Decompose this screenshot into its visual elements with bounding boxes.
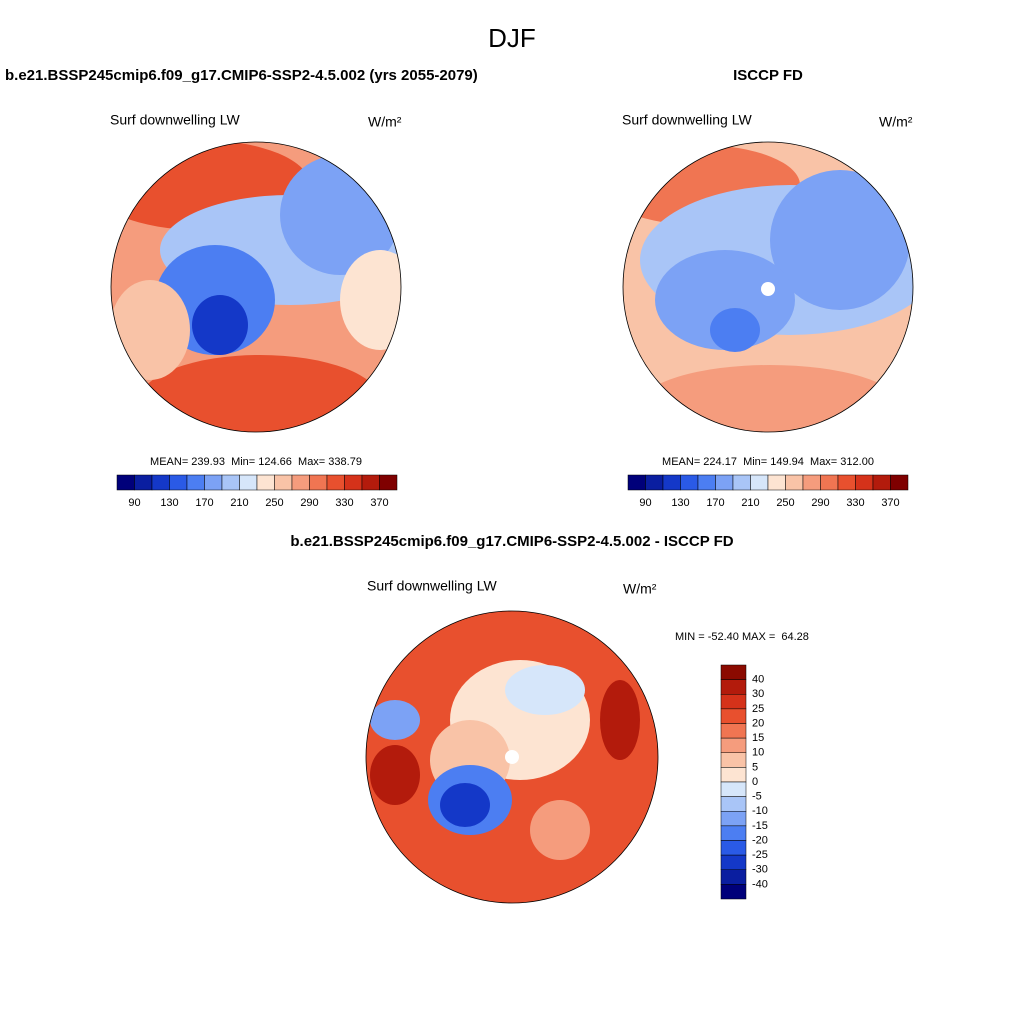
colorbar-box: [720, 664, 747, 680]
colorbar-label: 370: [881, 497, 899, 509]
colorbar-box: [720, 694, 747, 710]
variable-label: Surf downwelling LW: [367, 578, 497, 594]
map: [366, 611, 658, 903]
colorbar-box: [134, 474, 153, 491]
panel-title: ISCCP FD: [733, 67, 803, 84]
panel-title: b.e21.BSSP245cmip6.f09_g17.CMIP6-SSP2-4.…: [5, 67, 478, 84]
units-label: W/m²: [879, 114, 913, 130]
colorbar-box: [169, 474, 188, 491]
colorbar-label: -25: [752, 849, 768, 861]
map: [111, 142, 401, 432]
colorbar-label: -40: [752, 878, 768, 890]
colorbar-label: 290: [300, 497, 318, 509]
colorbar-box: [720, 737, 747, 753]
colorbar-label: -10: [752, 805, 768, 817]
colorbar-box: [890, 474, 909, 491]
colorbar-box: [750, 474, 769, 491]
colorbar-box: [720, 869, 747, 885]
colorbar-box: [715, 474, 734, 491]
stats: MEAN= 239.93 Min= 124.66 Max= 338.79: [150, 456, 362, 468]
colorbar-box: [662, 474, 681, 491]
colorbar-label: 90: [128, 497, 140, 509]
colorbar-label: -20: [752, 834, 768, 846]
colorbar-box: [820, 474, 839, 491]
map-border: [622, 141, 914, 433]
colorbar-label: -30: [752, 864, 768, 876]
units-label: W/m²: [623, 581, 657, 597]
colorbar-box: [291, 474, 310, 491]
colorbar-label: -15: [752, 820, 768, 832]
colorbar-box: [344, 474, 363, 491]
colorbar-box: [627, 474, 646, 491]
units-label: W/m²: [368, 114, 402, 130]
colorbar-box: [720, 825, 747, 841]
colorbar-label: 0: [752, 776, 758, 788]
colorbar-box: [802, 474, 821, 491]
stats: MEAN= 224.17 Min= 149.94 Max= 312.00: [662, 456, 874, 468]
colorbar-label: 250: [265, 497, 283, 509]
colorbar-box: [274, 474, 293, 491]
colorbar-label: 30: [752, 688, 764, 700]
colorbar-label: 290: [811, 497, 829, 509]
colorbar-box: [326, 474, 345, 491]
colorbar-label: 250: [776, 497, 794, 509]
colorbar-box: [720, 752, 747, 768]
colorbar-label: -5: [752, 791, 762, 803]
colorbar-box: [872, 474, 891, 491]
colorbar-box: [720, 840, 747, 856]
colorbar-box: [720, 767, 747, 783]
map: [623, 142, 913, 432]
panel-title: b.e21.BSSP245cmip6.f09_g17.CMIP6-SSP2-4.…: [290, 533, 733, 550]
colorbar-label: 210: [230, 497, 248, 509]
colorbar-box: [720, 781, 747, 797]
colorbar-label: 210: [741, 497, 759, 509]
variable-label: Surf downwelling LW: [110, 112, 240, 128]
colorbar-box: [785, 474, 804, 491]
variable-label: Surf downwelling LW: [622, 112, 752, 128]
colorbar-box: [186, 474, 205, 491]
colorbar-label: 130: [160, 497, 178, 509]
colorbar-label: 40: [752, 674, 764, 686]
colorbar-label: 370: [370, 497, 388, 509]
colorbar-box: [720, 679, 747, 695]
colorbar-label: 170: [195, 497, 213, 509]
colorbar-label: 10: [752, 747, 764, 759]
colorbar-box: [855, 474, 874, 491]
colorbar-box: [680, 474, 699, 491]
colorbar-box: [720, 796, 747, 812]
colorbar-box: [221, 474, 240, 491]
colorbar-label: 20: [752, 717, 764, 729]
colorbar-box: [697, 474, 716, 491]
map-border: [365, 610, 659, 904]
colorbar-label: 330: [846, 497, 864, 509]
colorbar-box: [645, 474, 664, 491]
colorbar-box: [720, 811, 747, 827]
colorbar-box: [732, 474, 751, 491]
map-border: [110, 141, 402, 433]
colorbar-box: [239, 474, 258, 491]
colorbar-box: [204, 474, 223, 491]
colorbar-box: [720, 854, 747, 870]
colorbar-label: 25: [752, 703, 764, 715]
figure-title: DJF: [488, 23, 536, 53]
stats: MIN = -52.40 MAX = 64.28: [675, 631, 809, 643]
colorbar-box: [720, 708, 747, 724]
colorbar-label: 170: [706, 497, 724, 509]
colorbar-label: 90: [639, 497, 651, 509]
colorbar-box: [361, 474, 380, 491]
colorbar-label: 15: [752, 732, 764, 744]
colorbar-label: 130: [671, 497, 689, 509]
colorbar-box: [720, 884, 747, 900]
colorbar-box: [116, 474, 135, 491]
colorbar-box: [256, 474, 275, 491]
colorbar-box: [720, 723, 747, 739]
colorbar-box: [767, 474, 786, 491]
colorbar-box: [309, 474, 328, 491]
colorbar-box: [837, 474, 856, 491]
colorbar-box: [151, 474, 170, 491]
colorbar-label: 5: [752, 761, 758, 773]
colorbar-label: 330: [335, 497, 353, 509]
colorbar-box: [379, 474, 398, 491]
